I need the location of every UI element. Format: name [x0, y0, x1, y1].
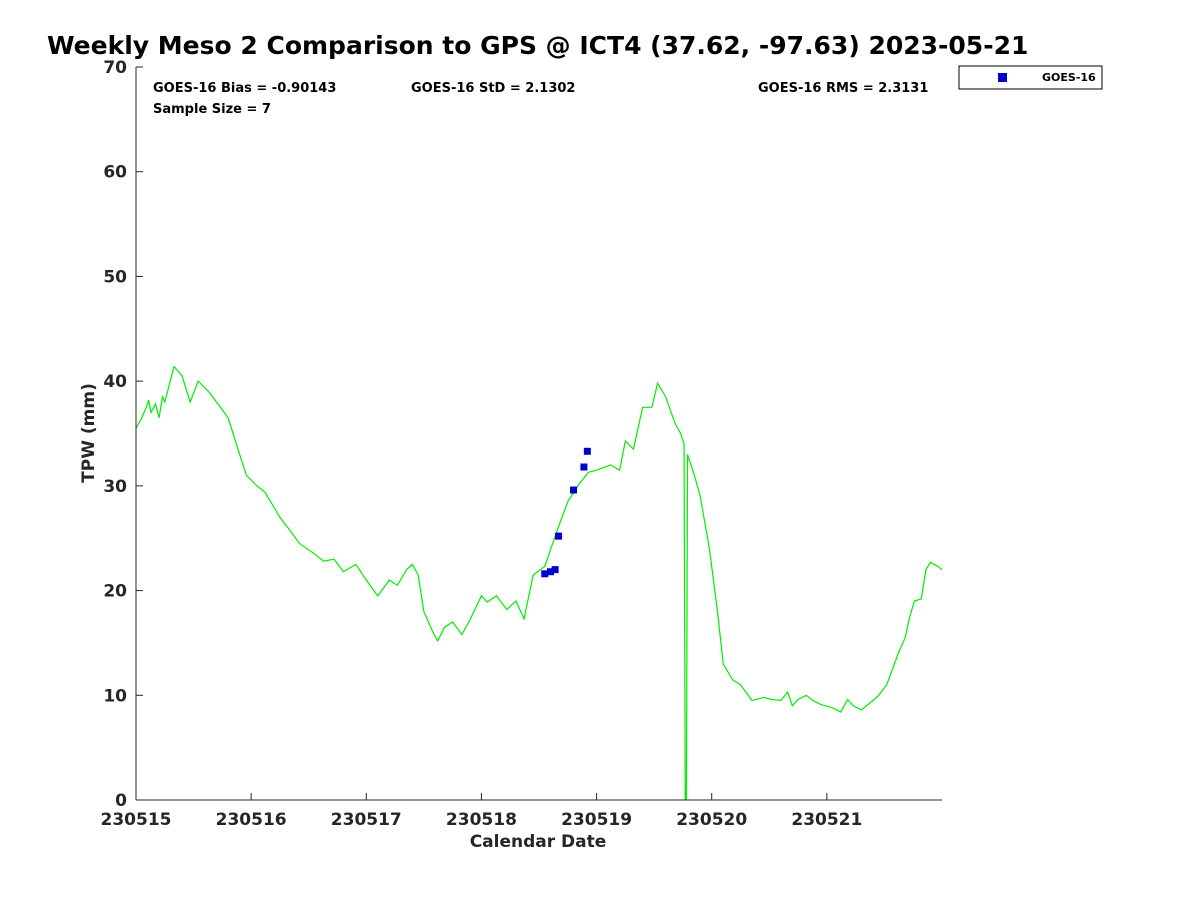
- legend-label: GOES-16: [1042, 71, 1096, 84]
- gps-tpw-line: [136, 365, 942, 800]
- goes16-point: [547, 568, 555, 576]
- legend: GOES-16: [958, 65, 1103, 90]
- legend-box: [958, 65, 1103, 90]
- stat-std: GOES-16 StD = 2.1302: [411, 81, 575, 96]
- x-axis-label: Calendar Date: [470, 832, 607, 852]
- x-tick-label: 230519: [561, 810, 632, 830]
- x-tick-label: 230516: [216, 810, 287, 830]
- legend-marker: [998, 73, 1007, 82]
- goes16-point: [551, 566, 559, 574]
- y-tick-label: 0: [115, 791, 127, 811]
- x-tick-label: 230518: [446, 810, 517, 830]
- goes16-point: [555, 532, 563, 540]
- stat-rms: GOES-16 RMS = 2.3131: [758, 81, 928, 96]
- goes16-point: [583, 447, 591, 455]
- stat-bias: GOES-16 Bias = -0.90143: [153, 81, 336, 96]
- x-tick-label: 230515: [101, 810, 172, 830]
- x-tick-label: 230517: [331, 810, 402, 830]
- goes16-point: [580, 463, 588, 471]
- axes: 0 10 20 30 40 50 60 70 230515 230516 230517 230518 2…: [101, 58, 942, 830]
- goes16-point: [541, 570, 549, 578]
- stat-sample-size: Sample Size = 7: [153, 102, 271, 117]
- y-axis-label: TPW (mm): [79, 383, 99, 483]
- plot-area: [136, 365, 942, 800]
- y-tick-label: 30: [103, 477, 127, 497]
- y-tick-label: 50: [103, 267, 127, 287]
- x-tick-label: 230521: [791, 810, 862, 830]
- y-tick-label: 70: [103, 58, 127, 78]
- y-tick-label: 40: [103, 372, 127, 392]
- y-tick-label: 60: [103, 163, 127, 183]
- y-tick-label: 20: [103, 582, 127, 602]
- x-tick-label: 230520: [676, 810, 747, 830]
- chart-title: Weekly Meso 2 Comparison to GPS @ ICT4 (…: [47, 31, 1028, 60]
- y-tick-label: 10: [103, 686, 127, 706]
- goes16-point: [570, 486, 578, 494]
- series-group: [136, 365, 942, 800]
